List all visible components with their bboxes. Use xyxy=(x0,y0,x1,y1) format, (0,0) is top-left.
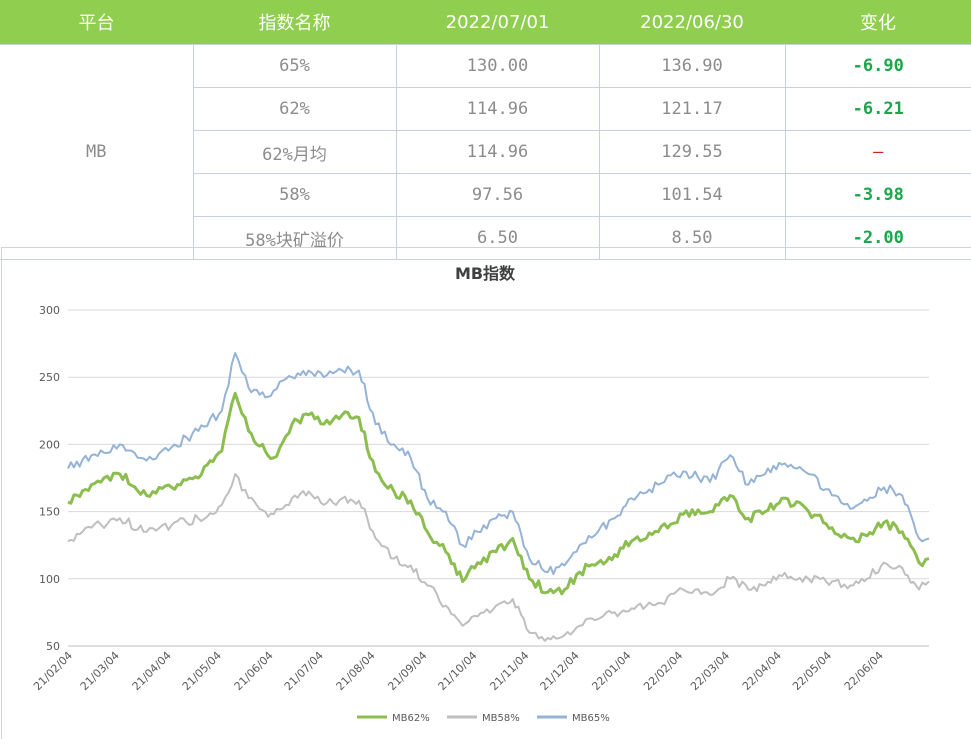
date1-value-cell: 114.96 xyxy=(395,87,600,131)
x-tick-label: 21/04/04 xyxy=(130,649,174,693)
header-index-name: 指数名称 xyxy=(193,0,396,45)
date2-value-cell: 101.54 xyxy=(598,173,786,217)
change-cell: -6.21 xyxy=(784,87,971,131)
x-tick-label: 21/02/04 xyxy=(31,649,75,693)
y-tick-label: 200 xyxy=(39,438,60,451)
y-tick-label: 150 xyxy=(39,506,60,519)
x-tick-label: 21/08/04 xyxy=(334,649,378,693)
date1-value-cell: 97.56 xyxy=(395,173,600,217)
legend-label: MB62% xyxy=(392,713,430,724)
x-tick-label: 21/06/04 xyxy=(232,649,276,693)
legend-label: MB65% xyxy=(572,713,610,724)
date1-value-cell: 130.00 xyxy=(395,44,600,88)
series-line-mb65 xyxy=(67,352,930,576)
x-tick-label: 22/04/04 xyxy=(740,649,784,693)
x-tick-label: 22/01/04 xyxy=(589,649,633,693)
table-row: MB 65% 130.00 136.90 -6.90 xyxy=(0,44,971,260)
chart-title: MB指数 xyxy=(455,264,516,283)
x-tick-label: 21/09/04 xyxy=(385,649,429,693)
y-tick-label: 250 xyxy=(39,371,60,384)
platform-cell: MB xyxy=(0,44,194,260)
table-header-row: 平台 指数名称 2022/07/01 2022/06/30 变化 xyxy=(0,0,971,45)
change-cell: -6.90 xyxy=(784,44,971,88)
header-change: 变化 xyxy=(785,0,971,45)
legend-label: MB58% xyxy=(482,713,520,724)
x-tick-label: 21/11/04 xyxy=(487,649,531,693)
index-name-cell: 62%月均 xyxy=(192,130,397,174)
y-tick-label: 50 xyxy=(46,640,60,653)
y-tick-label: 100 xyxy=(39,573,60,586)
header-date-2: 2022/06/30 xyxy=(599,0,785,45)
chart-frame xyxy=(1,247,971,739)
table-row: 58%块矿溢价 6.50 8.50 -2.00 xyxy=(0,216,971,260)
index-name-cell: 65% xyxy=(192,44,397,88)
change-cell: – xyxy=(784,130,971,174)
x-tick-label: 21/12/04 xyxy=(538,649,582,693)
x-tick-label: 21/07/04 xyxy=(282,649,326,693)
series-line-mb62 xyxy=(67,391,930,596)
date1-value-cell: 114.96 xyxy=(395,130,600,174)
x-tick-label: 21/03/04 xyxy=(78,649,122,693)
y-tick-label: 300 xyxy=(39,304,60,317)
change-cell: -2.00 xyxy=(784,216,971,260)
change-cell: -3.98 xyxy=(784,173,971,217)
x-tick-label: 21/10/04 xyxy=(436,649,480,693)
date1-value-cell: 6.50 xyxy=(395,216,600,260)
x-tick-label: 21/05/04 xyxy=(180,649,224,693)
header-platform: 平台 xyxy=(0,0,193,45)
date2-value-cell: 129.55 xyxy=(598,130,786,174)
x-tick-label: 22/05/04 xyxy=(790,649,834,693)
date2-value-cell: 136.90 xyxy=(598,44,786,88)
series-line-mb58 xyxy=(67,473,930,642)
header-date-1: 2022/07/01 xyxy=(396,0,599,45)
x-tick-label: 22/06/04 xyxy=(842,649,886,693)
x-tick-label: 22/03/04 xyxy=(688,649,732,693)
index-name-cell: 58%块矿溢价 xyxy=(192,216,397,260)
date2-value-cell: 121.17 xyxy=(598,87,786,131)
date2-value-cell: 8.50 xyxy=(598,216,786,260)
index-name-cell: 62% xyxy=(192,87,397,131)
index-name-cell: 58% xyxy=(192,173,397,217)
index-table: 平台 指数名称 2022/07/01 2022/06/30 变化 MB 65% … xyxy=(0,0,971,260)
x-tick-label: 22/02/04 xyxy=(641,649,685,693)
table-row: 62% 114.96 121.17 -6.21 xyxy=(0,87,971,131)
